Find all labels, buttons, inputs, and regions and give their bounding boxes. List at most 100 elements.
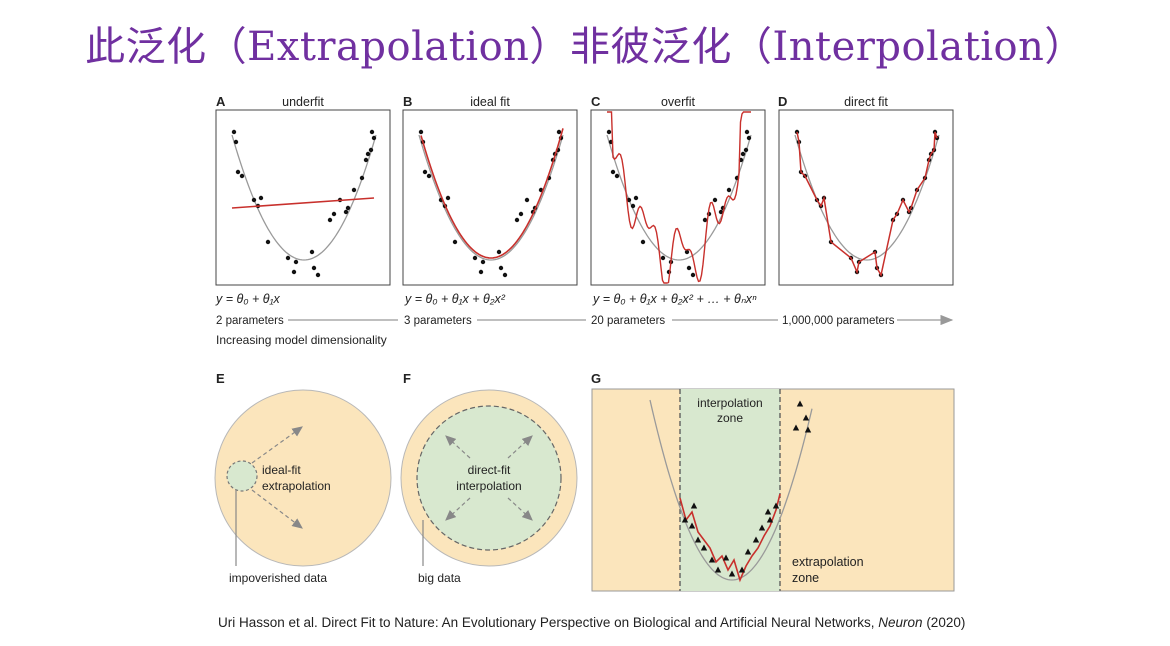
data-point	[345, 205, 351, 211]
data-point-triangle	[681, 516, 689, 523]
data-point-triangle	[722, 554, 730, 561]
data-point-triangle	[752, 536, 760, 543]
true-function-curve	[794, 134, 940, 261]
panel-d-label: direct fit	[844, 95, 888, 109]
data-point	[556, 129, 562, 135]
panel-g-plot	[649, 399, 813, 583]
data-point-triangle	[804, 426, 812, 433]
data-point	[740, 151, 746, 157]
panel-f-arrow-ll	[445, 497, 471, 521]
data-point	[426, 173, 432, 179]
data-point	[690, 272, 696, 278]
data-point	[514, 217, 520, 223]
true-function-curve	[649, 399, 813, 581]
data-point-triangle	[700, 544, 708, 551]
data-point	[478, 269, 484, 275]
data-point-triangle	[802, 414, 810, 421]
panel-f-caption: big data	[418, 571, 461, 585]
panel-a-label: underfit	[282, 95, 324, 109]
data-point	[258, 195, 264, 201]
data-point	[633, 195, 639, 201]
panel-g-interp-label-2: zone	[717, 411, 743, 425]
panel-b-equation: y = θ₀ + θ₁x + θ₂x²	[404, 292, 506, 306]
params-b: 3 parameters	[404, 315, 472, 327]
panel-c-frame	[590, 109, 766, 286]
data-point	[614, 173, 620, 179]
data-point	[718, 209, 724, 215]
panel-f-label-2: interpolation	[456, 479, 521, 493]
data-point	[265, 239, 271, 245]
panel-c-plot	[606, 111, 752, 284]
panel-b-plot	[418, 128, 564, 278]
panel-e-label-2: extrapolation	[262, 479, 331, 493]
data-point	[726, 187, 732, 193]
panel-e-circle	[214, 389, 392, 567]
panel-c-equation: y = θ₀ + θ₁x + θ₂x² + … + θₙxⁿ	[592, 292, 757, 306]
slide-title: 此泛化（Extrapolation）非彼泛化（Interpolation）	[85, 24, 1085, 70]
data-point-triangle	[772, 502, 780, 509]
panel-b-frame	[402, 109, 578, 286]
data-point	[331, 211, 337, 217]
data-point	[351, 187, 357, 193]
data-point	[684, 249, 690, 255]
citation: Uri Hasson et al. Direct Fit to Nature: …	[218, 615, 1118, 630]
data-point	[359, 175, 365, 181]
panel-a-plot	[231, 129, 377, 278]
data-point	[746, 135, 752, 141]
data-point	[524, 197, 530, 203]
data-point	[518, 211, 524, 217]
panel-d-frame	[778, 109, 954, 286]
panel-f-letter: F	[403, 371, 411, 386]
data-point-triangle	[796, 400, 804, 407]
panel-a-frame	[215, 109, 391, 286]
data-point	[702, 217, 708, 223]
data-point	[369, 129, 375, 135]
data-point-triangle	[688, 522, 696, 529]
data-point	[445, 195, 451, 201]
panel-a-equation: y = θ₀ + θ₁x	[215, 292, 281, 306]
data-point	[311, 265, 317, 271]
panel-e-arrow-down	[251, 489, 303, 529]
panel-f-arrow-lr	[507, 497, 533, 521]
data-point	[235, 169, 241, 175]
data-point	[480, 259, 486, 265]
panel-e-letter: E	[216, 371, 225, 386]
params-c: 20 parameters	[591, 315, 665, 327]
panel-d-plot	[794, 129, 940, 278]
data-point	[233, 139, 239, 145]
data-point	[309, 249, 315, 255]
direct-fit-curve	[679, 493, 781, 583]
quadratic-fit-curve	[420, 128, 564, 259]
panel-b-letter: B	[403, 94, 412, 109]
panel-g-interp-label-1: interpolation	[697, 396, 762, 410]
data-point-triangle	[690, 502, 698, 509]
panel-g-interpolation-zone	[680, 389, 780, 591]
data-point	[239, 173, 245, 179]
true-function-curve	[231, 134, 377, 261]
data-point	[251, 197, 257, 203]
data-point	[452, 239, 458, 245]
panel-f-label-1: direct-fit	[468, 463, 511, 477]
data-point	[712, 197, 718, 203]
data-point	[472, 255, 478, 261]
true-function-curve	[418, 134, 564, 261]
panel-f-arrow-ur	[507, 435, 533, 459]
data-point-triangle	[694, 536, 702, 543]
panel-a-letter: A	[216, 94, 226, 109]
data-point-triangle	[728, 570, 736, 577]
data-point-triangle	[708, 556, 716, 563]
panel-c-letter: C	[591, 94, 601, 109]
citation-journal: Neuron	[878, 615, 923, 630]
data-point-triangle	[758, 524, 766, 531]
data-point	[660, 255, 666, 261]
citation-year: (2020)	[922, 615, 966, 630]
data-point	[686, 265, 692, 271]
panel-g-letter: G	[591, 371, 601, 386]
panel-e-small-region	[226, 460, 258, 492]
panel-e-label-1: ideal-fit	[262, 463, 301, 477]
data-point	[315, 272, 321, 278]
data-point	[293, 259, 299, 265]
data-point	[743, 147, 749, 153]
panel-f-large-region	[416, 405, 562, 551]
